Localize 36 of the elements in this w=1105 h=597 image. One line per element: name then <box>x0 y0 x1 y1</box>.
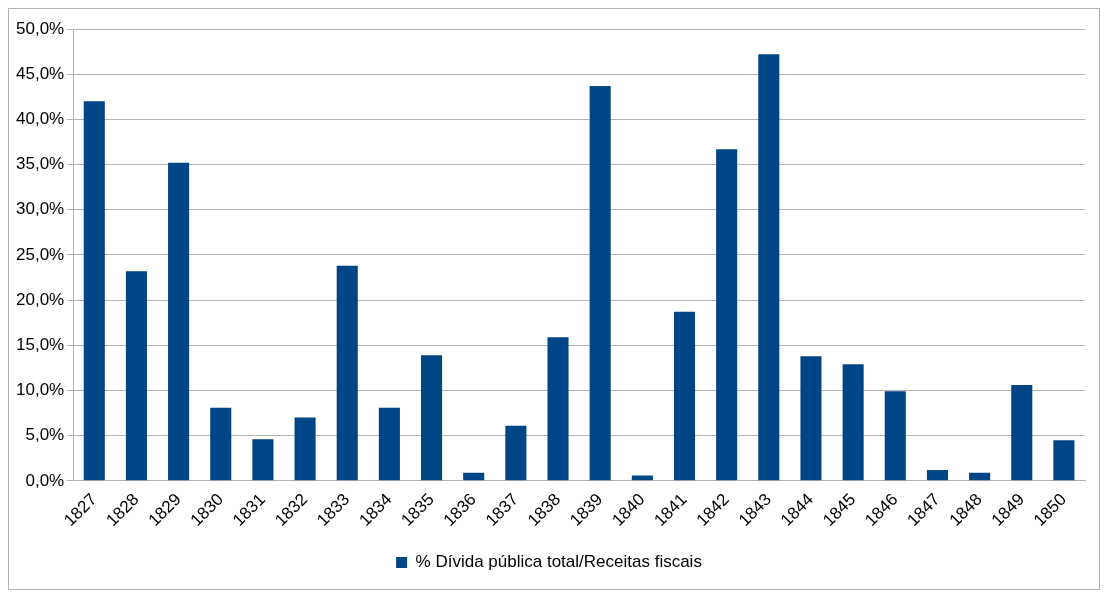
y-tick-label: 25,0% <box>16 244 65 264</box>
bar <box>547 337 569 481</box>
bar <box>716 149 738 481</box>
bar <box>505 425 527 481</box>
y-tick-label: 5,0% <box>25 425 65 445</box>
bar <box>884 391 906 481</box>
bar <box>631 475 653 481</box>
bar <box>294 417 316 481</box>
bar <box>168 162 190 481</box>
y-tick-label: 40,0% <box>16 109 65 129</box>
y-tick-label: 0,0% <box>25 470 65 490</box>
bar <box>800 356 822 481</box>
bar <box>1011 385 1033 481</box>
bar <box>210 407 232 481</box>
bar <box>336 265 358 481</box>
y-tick-label: 20,0% <box>16 289 65 309</box>
bar <box>758 54 780 481</box>
y-tick-label: 10,0% <box>16 380 65 400</box>
bar <box>421 355 443 481</box>
bar <box>926 469 948 481</box>
y-tick-label: 30,0% <box>16 199 65 219</box>
bar <box>969 472 991 481</box>
y-tick-label: 45,0% <box>16 63 65 83</box>
bar <box>463 472 485 481</box>
y-tick-label: 50,0% <box>16 18 65 38</box>
bar <box>252 439 274 481</box>
bar <box>842 364 864 481</box>
y-tick-label: 35,0% <box>16 154 65 174</box>
bar <box>673 311 696 481</box>
bar <box>378 407 400 481</box>
bar <box>1053 440 1075 481</box>
y-tick-label: 15,0% <box>16 334 65 354</box>
bar <box>589 85 611 481</box>
bar <box>83 101 105 481</box>
legend-label: % Dívida pública total/Receitas fiscais <box>415 552 702 572</box>
bar <box>125 271 147 481</box>
